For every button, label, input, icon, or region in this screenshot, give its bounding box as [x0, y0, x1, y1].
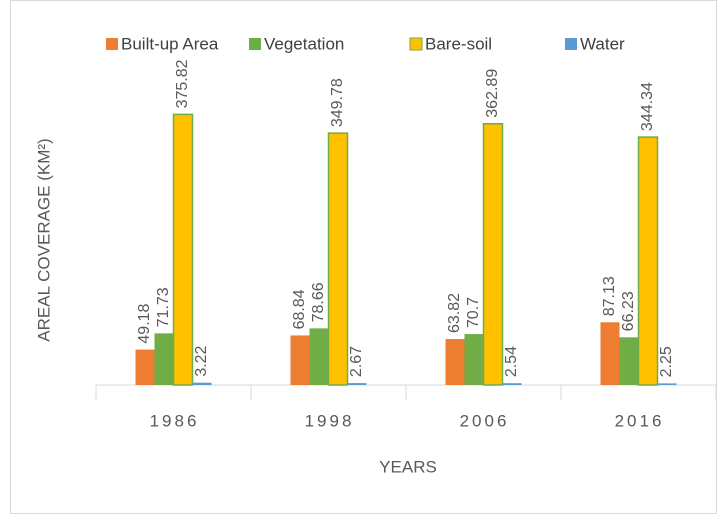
x-tick-label: 1986	[150, 411, 200, 430]
x-tick-label: 1998	[305, 411, 355, 430]
bar	[154, 333, 174, 385]
data-label: 63.82	[446, 293, 463, 333]
legend-swatch	[565, 38, 577, 50]
data-label: 375.82	[174, 59, 191, 108]
x-axis-title: YEARS	[379, 457, 437, 476]
data-label: 49.18	[136, 303, 153, 343]
legend-swatch	[409, 37, 423, 51]
legend-swatch	[249, 38, 261, 50]
data-label: 2.54	[503, 346, 520, 377]
chart-frame	[10, 0, 717, 514]
bar	[502, 383, 522, 385]
bar	[600, 322, 620, 385]
bar	[290, 335, 310, 385]
data-label: 362.89	[484, 69, 501, 118]
bar	[464, 334, 484, 385]
data-label: 344.34	[639, 82, 656, 131]
data-label: 3.22	[193, 345, 210, 376]
bar	[309, 328, 329, 385]
bar	[482, 122, 504, 386]
data-label: 349.78	[329, 78, 346, 127]
y-axis-title: AREAL COVERAGE (KM²)	[34, 138, 53, 341]
bar	[347, 383, 367, 385]
bar	[619, 337, 639, 385]
bar	[327, 132, 349, 386]
bar	[192, 382, 212, 385]
bar	[172, 113, 194, 386]
legend-swatch	[106, 38, 118, 50]
x-tick-label: 2006	[460, 411, 510, 430]
data-label: 71.73	[155, 287, 172, 327]
data-label: 78.66	[310, 282, 327, 322]
data-label: 68.84	[291, 289, 308, 329]
bar	[637, 136, 659, 386]
data-label: 70.7	[465, 297, 482, 328]
data-label: 66.23	[620, 291, 637, 331]
legend-label: Vegetation	[264, 34, 344, 53]
bar	[135, 349, 155, 385]
x-tick-label: 2016	[615, 411, 665, 430]
data-label: 2.25	[658, 346, 675, 377]
legend-label: Water	[580, 34, 625, 53]
legend-label: Built-up Area	[121, 34, 219, 53]
bar	[445, 339, 465, 385]
data-label: 87.13	[601, 276, 618, 316]
data-label: 2.67	[348, 346, 365, 377]
legend-label: Bare-soil	[425, 34, 492, 53]
bar	[657, 383, 677, 385]
